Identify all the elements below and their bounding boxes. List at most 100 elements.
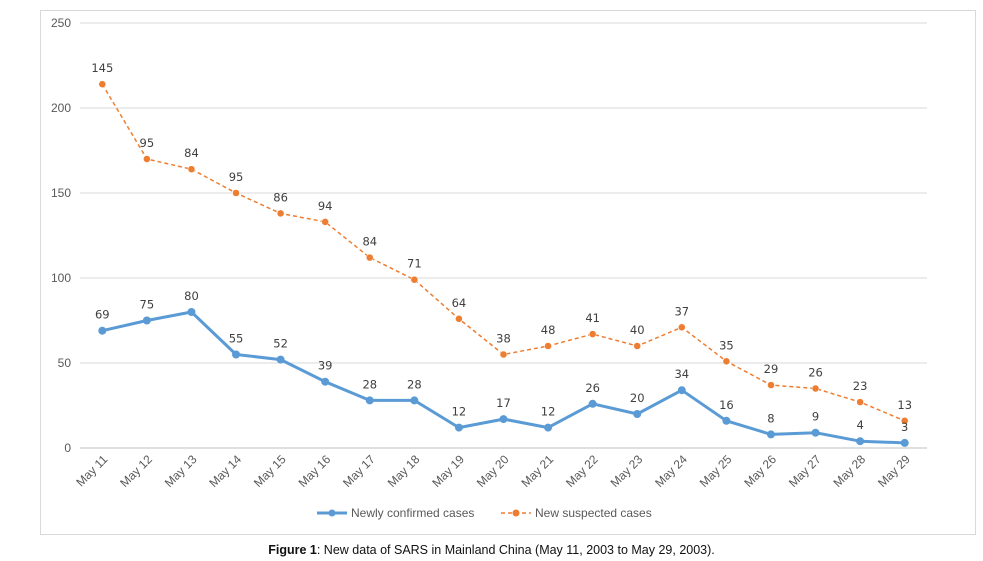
series-2-point (366, 253, 374, 262)
y-tick-label: 200 (51, 101, 71, 115)
series-1-point (544, 423, 553, 432)
y-tick-label: 50 (58, 356, 72, 370)
series-2-point (588, 330, 597, 338)
x-tick-label: May 28 (831, 452, 869, 490)
series-2-point (232, 189, 240, 197)
series-1-data-label: 20 (630, 391, 645, 405)
series-2-data-label: 64 (452, 296, 467, 310)
series-1-data-label: 8 (767, 411, 774, 425)
series-1-data-label: 80 (184, 289, 199, 303)
y-tick-label: 0 (64, 441, 71, 455)
x-tick-label: May 26 (741, 452, 779, 490)
series-1-point (811, 428, 820, 437)
series-2-point (767, 381, 775, 389)
series-1-point (633, 410, 642, 418)
series-1-point (410, 396, 419, 405)
x-tick-label: May 12 (117, 452, 155, 490)
series-1-point (276, 355, 285, 364)
series-1-point (98, 326, 107, 335)
series-1-point (677, 386, 686, 395)
series-2-data-label: 41 (585, 311, 600, 325)
series-2-data-label: 37 (674, 304, 689, 318)
y-tick-label: 100 (51, 271, 71, 285)
x-tick-label: May 11 (73, 452, 110, 489)
chart-frame: 0 50 100 150 200 250 May 11 May 12 May 13 May 14… (40, 10, 976, 535)
series-1-point (232, 350, 241, 359)
x-tick-label: May 20 (474, 452, 512, 490)
series-2-data-label: 23 (853, 379, 868, 393)
series-2-point (499, 350, 508, 359)
x-tick-label: May 19 (429, 452, 467, 490)
series-2-point (811, 384, 820, 393)
series-1-point (365, 396, 374, 405)
series-2-data-label: 29 (764, 362, 779, 376)
x-tick-label: May 17 (340, 452, 378, 490)
legend-label-1: Newly confirmed cases (351, 506, 474, 520)
series-2-data-label: 95 (229, 170, 244, 184)
series-2-data-label: 13 (897, 398, 912, 412)
series-1-point (142, 316, 151, 325)
series-1-point (499, 415, 508, 424)
series-2-data-label: 84 (184, 146, 199, 160)
line-chart: 0 50 100 150 200 250 May 11 May 12 May 13 May 14… (51, 16, 927, 520)
x-axis-ticks: May 11 May 12 May 13 May 14 May 15 May 16 May … (73, 452, 913, 490)
x-tick-label: May 15 (251, 452, 289, 490)
series-2-point (455, 315, 463, 323)
legend: Newly confirmed cases New suspected cases (317, 506, 652, 520)
x-tick-label: May 16 (296, 452, 334, 490)
series-1-point (588, 399, 597, 408)
series-2-data-label: 40 (630, 323, 645, 337)
series-1-data-label: 55 (229, 332, 244, 346)
caption-label: Figure 1 (268, 543, 317, 557)
y-tick-label: 250 (51, 16, 71, 30)
series-2-point (856, 398, 864, 406)
series-1-data-label: 28 (362, 377, 377, 391)
x-tick-label: May 21 (518, 452, 556, 490)
series-1-data-label: 52 (273, 337, 288, 351)
x-tick-label: May 13 (162, 452, 200, 490)
legend-marker-1 (328, 509, 336, 517)
series-2-data-label: 86 (273, 190, 288, 204)
series-1-point (856, 437, 865, 446)
series-1-point (722, 416, 731, 425)
series-2-data-label: 38 (496, 332, 511, 346)
series-1-data-label: 26 (585, 381, 600, 395)
series-2-data-label: 94 (318, 199, 333, 213)
series-2-data-label: 35 (719, 338, 734, 352)
series-1-point (900, 438, 909, 447)
series-1-point (454, 423, 463, 432)
series-2-point (722, 357, 731, 366)
series-2-data-label: 26 (808, 366, 823, 380)
series-2-point (900, 417, 909, 425)
series-2-data-label: 145 (91, 61, 113, 75)
figure-caption: Figure 1: New data of SARS in Mainland C… (0, 543, 983, 557)
series-1-point (187, 308, 196, 316)
series-2-point (633, 342, 641, 350)
legend-label-2: New suspected cases (535, 506, 652, 520)
series-2-point (276, 209, 285, 218)
series-1-data-label: 75 (140, 298, 155, 312)
gridlines (80, 22, 927, 449)
series-2-point (544, 342, 552, 350)
x-tick-label: May 24 (652, 452, 690, 490)
series-1-data-label: 17 (496, 396, 511, 410)
series-2-point (187, 165, 196, 173)
series-2-data-label: 84 (362, 235, 377, 249)
x-tick-label: May 23 (608, 452, 646, 490)
series-1-point (766, 430, 775, 439)
series-1-data-label: 39 (318, 359, 333, 373)
series-1-data-label: 3 (901, 420, 908, 434)
series-2-point (410, 275, 419, 284)
legend-marker-2 (512, 509, 520, 517)
series-1-data-label: 12 (452, 405, 467, 419)
series-line-2 (101, 83, 906, 422)
series-1-point (321, 377, 330, 386)
series-1-data-label: 69 (95, 308, 110, 322)
x-tick-label: May 29 (875, 452, 913, 490)
series-2-point (98, 80, 107, 88)
series-1-data-label: 34 (674, 367, 689, 381)
x-tick-label: May 27 (786, 452, 824, 490)
x-tick-label: May 18 (385, 452, 423, 490)
series-2-data-label: 48 (541, 323, 556, 337)
y-axis-ticks: 0 50 100 150 200 250 (51, 16, 71, 455)
